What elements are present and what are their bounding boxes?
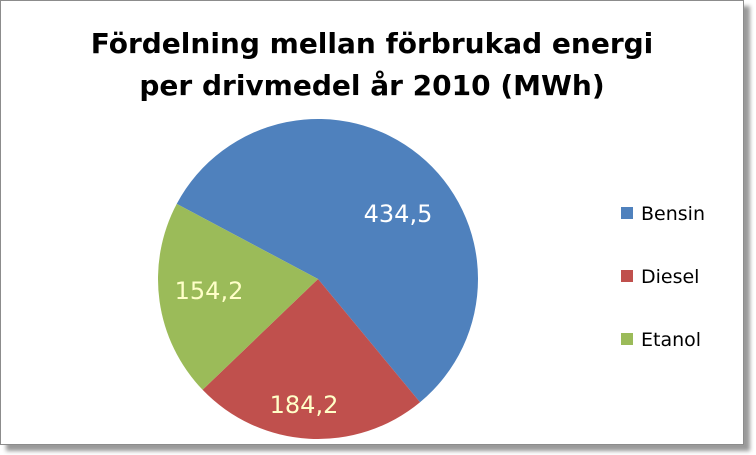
pie-slice-etanol <box>157 203 318 390</box>
chart-title-line-2: per drivmedel år 2010 (MWh) <box>139 69 605 102</box>
chart-title-line-1: Fördelning mellan förbrukad energi <box>90 27 654 60</box>
legend-label-diesel: Diesel <box>641 266 699 288</box>
data-label-diesel: 184,2 <box>270 391 339 419</box>
legend-swatch-bensin <box>621 207 633 219</box>
chart-title: Fördelning mellan förbrukad energi per d… <box>1 23 743 107</box>
legend-swatch-etanol <box>621 333 633 345</box>
pie-slice-diesel <box>202 279 421 439</box>
pie-slice-bensin <box>176 118 479 403</box>
data-label-bensin: 434,5 <box>364 200 433 228</box>
legend-label-bensin: Bensin <box>641 203 705 225</box>
data-label-etanol: 154,2 <box>175 277 244 305</box>
legend-label-etanol: Etanol <box>641 329 701 351</box>
legend-swatch-diesel <box>621 270 633 282</box>
